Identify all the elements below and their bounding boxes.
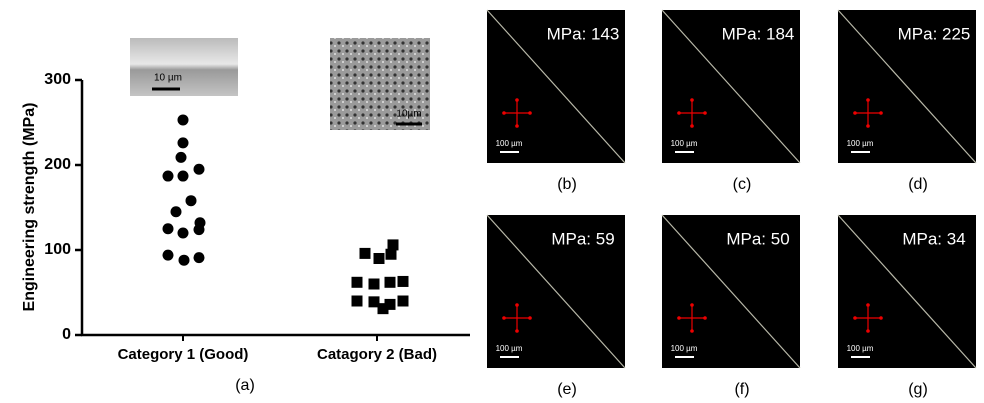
- arrow-tip: [703, 316, 707, 320]
- data-point: [194, 164, 205, 175]
- panel-caption: (c): [733, 176, 752, 193]
- panel-label: MPa: 184: [722, 24, 795, 43]
- data-point: [369, 279, 380, 290]
- scale-label: 100 µm: [496, 139, 523, 148]
- y-tick-label: 200: [44, 156, 71, 173]
- arrow-tip: [690, 329, 694, 333]
- inset-scale-label: 10 µm: [154, 73, 182, 84]
- data-point: [360, 248, 371, 259]
- panel-caption: (d): [908, 176, 928, 193]
- data-point: [176, 152, 187, 163]
- arrow-tip: [677, 316, 681, 320]
- data-point: [374, 253, 385, 264]
- arrow-tip: [515, 124, 519, 128]
- data-point: [398, 296, 409, 307]
- data-point: [178, 137, 189, 148]
- data-point: [194, 224, 205, 235]
- panel-label: MPa: 50: [726, 229, 789, 248]
- arrow-tip: [528, 316, 532, 320]
- data-point: [352, 296, 363, 307]
- data-point: [163, 250, 174, 261]
- arrow-tip: [502, 316, 506, 320]
- arrow-tip: [703, 111, 707, 115]
- scale-label: 100 µm: [671, 139, 698, 148]
- figure: Engineering strength (MPa) (a) 10 µm 10µ…: [0, 0, 984, 403]
- arrow-tip: [690, 124, 694, 128]
- arrow-tip: [515, 303, 519, 307]
- data-point: [178, 114, 189, 125]
- data-point: [352, 277, 363, 288]
- arrow-tip: [866, 303, 870, 307]
- arrow-tip: [853, 111, 857, 115]
- arrow-tip: [528, 111, 532, 115]
- inset-scale-label: 10µm: [396, 109, 421, 120]
- figure-label: (a): [235, 377, 255, 394]
- y-tick-label: 0: [62, 326, 71, 343]
- panel-caption: (e): [557, 381, 577, 398]
- arrow-tip: [866, 124, 870, 128]
- y-axis-title: Engineering strength (MPa): [21, 103, 38, 312]
- y-tick-label: 300: [44, 71, 71, 88]
- data-point: [385, 277, 396, 288]
- panel-caption: (b): [557, 176, 577, 193]
- data-point: [178, 228, 189, 239]
- arrow-tip: [690, 303, 694, 307]
- data-point: [386, 249, 397, 260]
- arrow-tip: [690, 98, 694, 102]
- panel-label: MPa: 59: [551, 229, 614, 248]
- data-point: [179, 255, 190, 266]
- x-tick-label: Category 1 (Good): [118, 346, 249, 363]
- panel-label: MPa: 34: [902, 229, 965, 248]
- arrow-tip: [866, 98, 870, 102]
- scale-label: 100 µm: [847, 344, 874, 353]
- data-point: [163, 223, 174, 234]
- data-point: [178, 171, 189, 182]
- inset-image: [130, 38, 238, 96]
- arrow-tip: [866, 329, 870, 333]
- panel-label: MPa: 225: [898, 24, 971, 43]
- panel-caption: (g): [908, 381, 928, 398]
- arrow-tip: [515, 98, 519, 102]
- scale-label: 100 µm: [671, 344, 698, 353]
- data-point: [171, 206, 182, 217]
- data-point: [398, 276, 409, 287]
- scale-label: 100 µm: [847, 139, 874, 148]
- scale-label: 100 µm: [496, 344, 523, 353]
- data-point: [194, 252, 205, 263]
- panel-caption: (f): [734, 381, 749, 398]
- arrow-tip: [502, 111, 506, 115]
- panel-label: MPa: 143: [547, 24, 620, 43]
- arrow-tip: [879, 316, 883, 320]
- data-point: [163, 171, 174, 182]
- arrow-tip: [879, 111, 883, 115]
- arrow-tip: [677, 111, 681, 115]
- arrow-tip: [853, 316, 857, 320]
- arrow-tip: [515, 329, 519, 333]
- y-tick-label: 100: [44, 241, 71, 258]
- x-tick-label: Catagory 2 (Bad): [317, 346, 437, 363]
- data-point: [385, 299, 396, 310]
- data-point: [186, 195, 197, 206]
